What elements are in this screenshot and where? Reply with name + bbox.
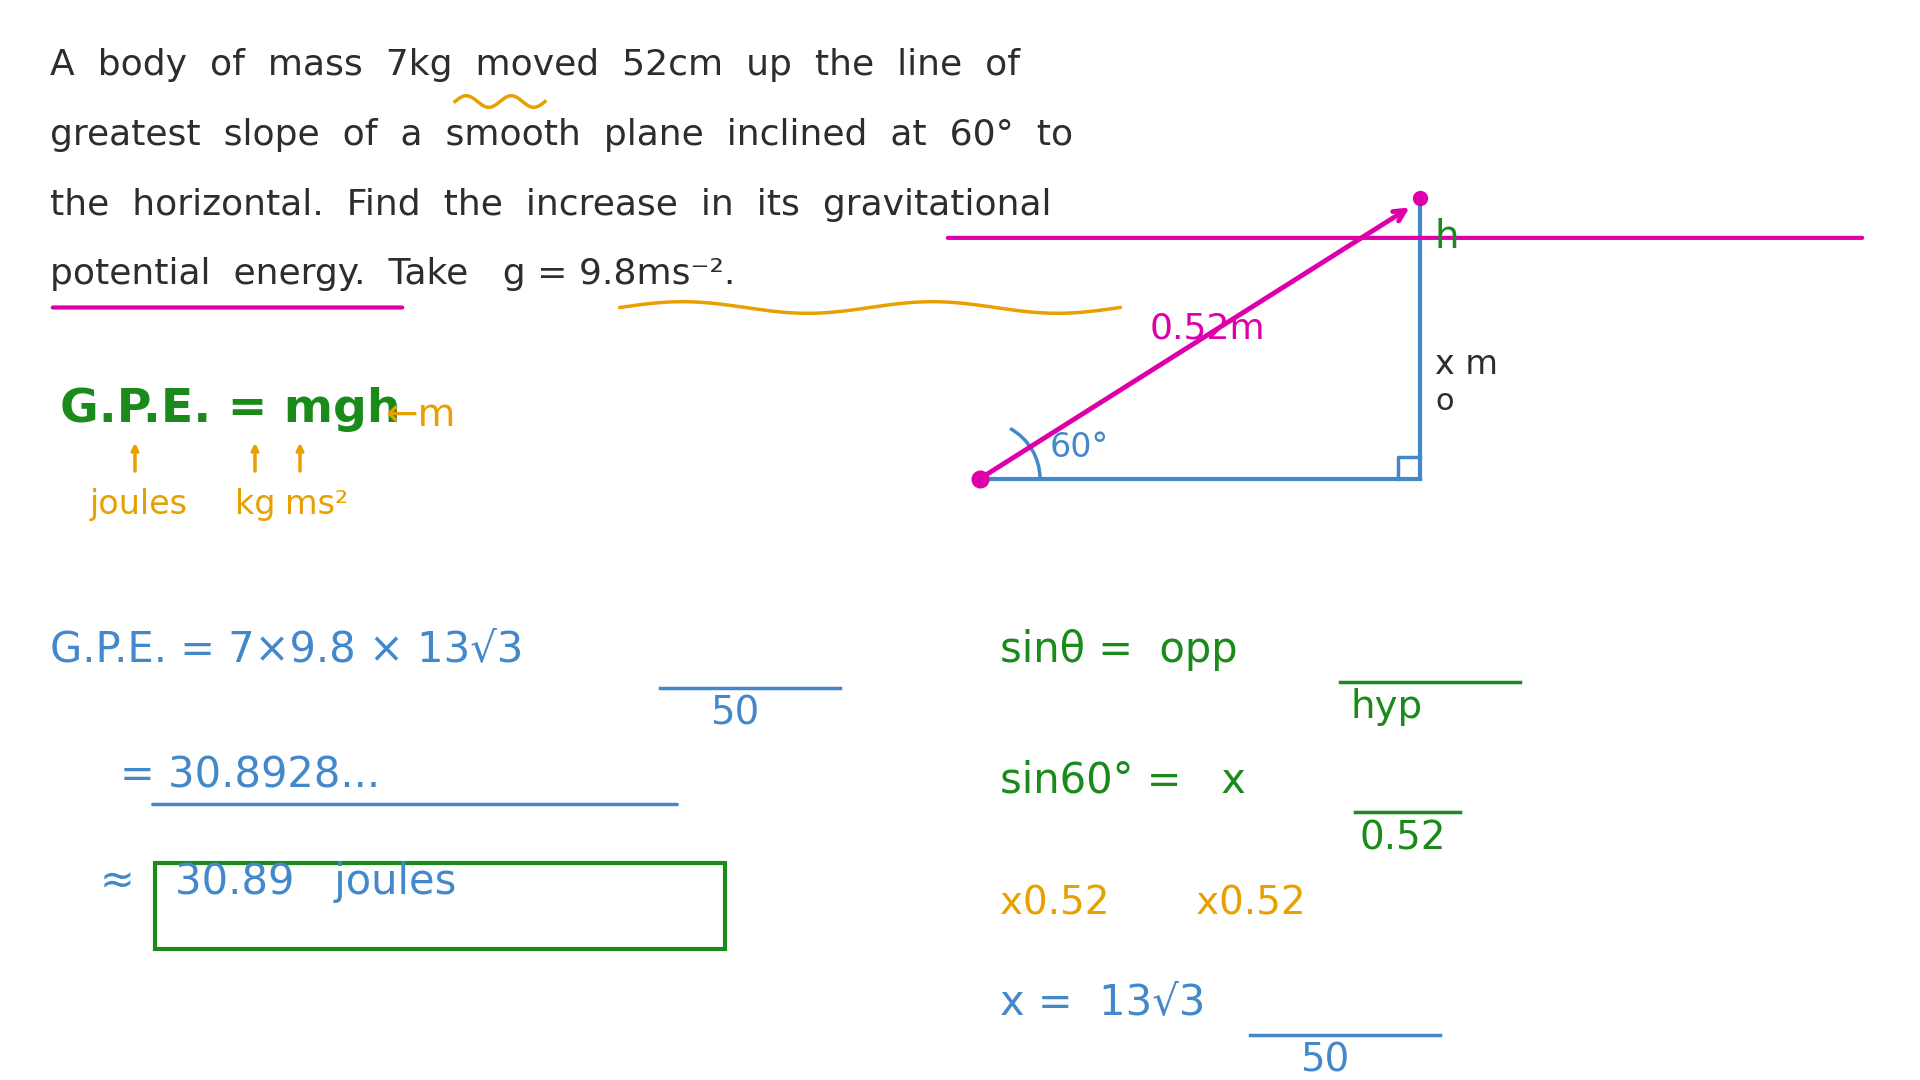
Text: 0.52: 0.52 [1359,819,1446,858]
Text: joules: joules [90,488,188,522]
Text: the  horizontal.  Find  the  increase  in  its  gravitational: the horizontal. Find the increase in its… [50,188,1052,221]
Text: G.P.E. = mgh: G.P.E. = mgh [60,387,401,432]
Text: kg: kg [234,488,275,522]
Text: A  body  of  mass  7kg  moved  52cm  up  the  line  of: A body of mass 7kg moved 52cm up the lin… [50,49,1020,82]
Text: G.P.E. = 7×9.8 × 13√3: G.P.E. = 7×9.8 × 13√3 [50,629,524,671]
Text: x m: x m [1434,348,1498,381]
Text: greatest  slope  of  a  smooth  plane  inclined  at  60°  to: greatest slope of a smooth plane incline… [50,118,1073,152]
Text: x =  13√3: x = 13√3 [1000,982,1206,1024]
Text: sinθ =  opp: sinθ = opp [1000,629,1238,671]
Text: potential  energy.  Take   g = 9.8ms⁻².: potential energy. Take g = 9.8ms⁻². [50,257,735,292]
Text: o: o [1434,387,1453,416]
Text: = 30.8928...: = 30.8928... [119,754,380,796]
Text: 30.89   joules: 30.89 joules [175,861,457,903]
Text: 0.52m: 0.52m [1150,312,1265,346]
Text: ms²: ms² [284,488,348,522]
Text: sin60° =   x: sin60° = x [1000,759,1246,801]
Text: 60°: 60° [1050,431,1110,464]
Text: x0.52       x0.52: x0.52 x0.52 [1000,885,1306,922]
Text: ≈: ≈ [100,861,134,903]
Text: hyp: hyp [1350,688,1423,727]
Text: ←m: ←m [386,396,455,434]
Text: h: h [1434,217,1459,256]
Text: 50: 50 [710,694,760,732]
Text: 50: 50 [1300,1041,1350,1079]
